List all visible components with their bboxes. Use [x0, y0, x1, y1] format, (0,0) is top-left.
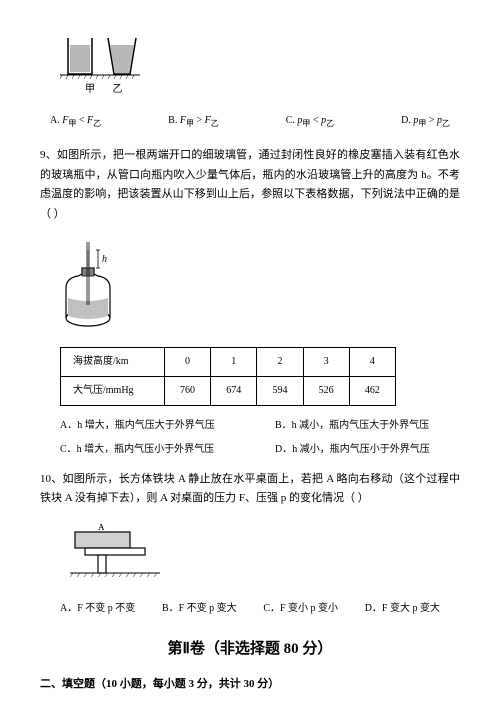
cell: 526 [303, 376, 349, 405]
cell: 674 [211, 376, 257, 405]
q10-text: 10、如图所示，长方体铁块 A 静止放在水平桌面上，若把 A 略向右移动（这个过… [40, 470, 460, 510]
cell: 4 [349, 347, 395, 376]
row1-label: 海拔高度/km [61, 347, 165, 376]
q8-option-b: B. F甲 > F乙 [168, 113, 219, 131]
cell: 594 [257, 376, 303, 405]
row2-label: 大气压/mmHg [61, 376, 165, 405]
q8-option-a: A. F甲 < F乙 [50, 113, 101, 131]
block-svg: A [70, 524, 160, 579]
bottle-figure: h [60, 240, 460, 337]
containers-figure: 甲 乙 [60, 30, 460, 98]
q10-option-d: D．F 变大 p 变大 [365, 601, 440, 617]
table-row: 大气压/mmHg 760 674 594 526 462 [61, 376, 396, 405]
h-label: h [102, 254, 107, 265]
bottle-svg: h [60, 240, 130, 330]
table-row: 海拔高度/km 0 1 2 3 4 [61, 347, 396, 376]
label-yi: 乙 [113, 84, 123, 95]
cell: 2 [257, 347, 303, 376]
q9-option-c: C．h 增大，瓶内气压小于外界气压 [60, 442, 245, 458]
q9-option-b: B．h 减小，瓶内气压大于外界气压 [275, 418, 460, 434]
altitude-table: 海拔高度/km 0 1 2 3 4 大气压/mmHg 760 674 594 5… [60, 347, 396, 406]
q8-option-c: C. p甲 < p乙 [286, 113, 334, 131]
q8-option-d: D. p甲 > p乙 [401, 113, 450, 131]
q10-options: A．F 不变 p 不变 B．F 不变 p 变大 C．F 变小 p 变小 D．F … [40, 601, 460, 617]
q9-option-a: A．h 增大，瓶内气压大于外界气压 [60, 418, 245, 434]
containers-svg [60, 30, 140, 80]
q9-option-d: D．h 减小，瓶内气压小于外界气压 [275, 442, 460, 458]
section-2-title: 第Ⅱ卷（非选择题 80 分） [40, 637, 460, 661]
cell: 760 [164, 376, 210, 405]
cell: 462 [349, 376, 395, 405]
fill-blank-title: 二、填空题（10 小题，每小题 3 分，共计 30 分） [40, 676, 460, 694]
q10-option-b: B．F 不变 p 变大 [162, 601, 237, 617]
block-figure: A [70, 524, 460, 586]
label-jia: 甲 [85, 84, 95, 95]
block-label: A [98, 524, 105, 532]
q10-option-a: A．F 不变 p 不变 [60, 601, 135, 617]
container-labels: 甲 乙 [85, 82, 460, 98]
cell: 3 [303, 347, 349, 376]
q10-option-c: C．F 变小 p 变小 [263, 601, 338, 617]
cell: 0 [164, 347, 210, 376]
cell: 1 [211, 347, 257, 376]
q9-text: 9、如图所示，把一根两端开口的细玻璃管，通过封闭性良好的橡皮塞插入装有红色水的玻… [40, 146, 460, 225]
q8-options: A. F甲 < F乙 B. F甲 > F乙 C. p甲 < p乙 D. p甲 >… [40, 113, 460, 131]
q9-options: A．h 增大，瓶内气压大于外界气压 B．h 减小，瓶内气压大于外界气压 C．h … [60, 418, 460, 458]
